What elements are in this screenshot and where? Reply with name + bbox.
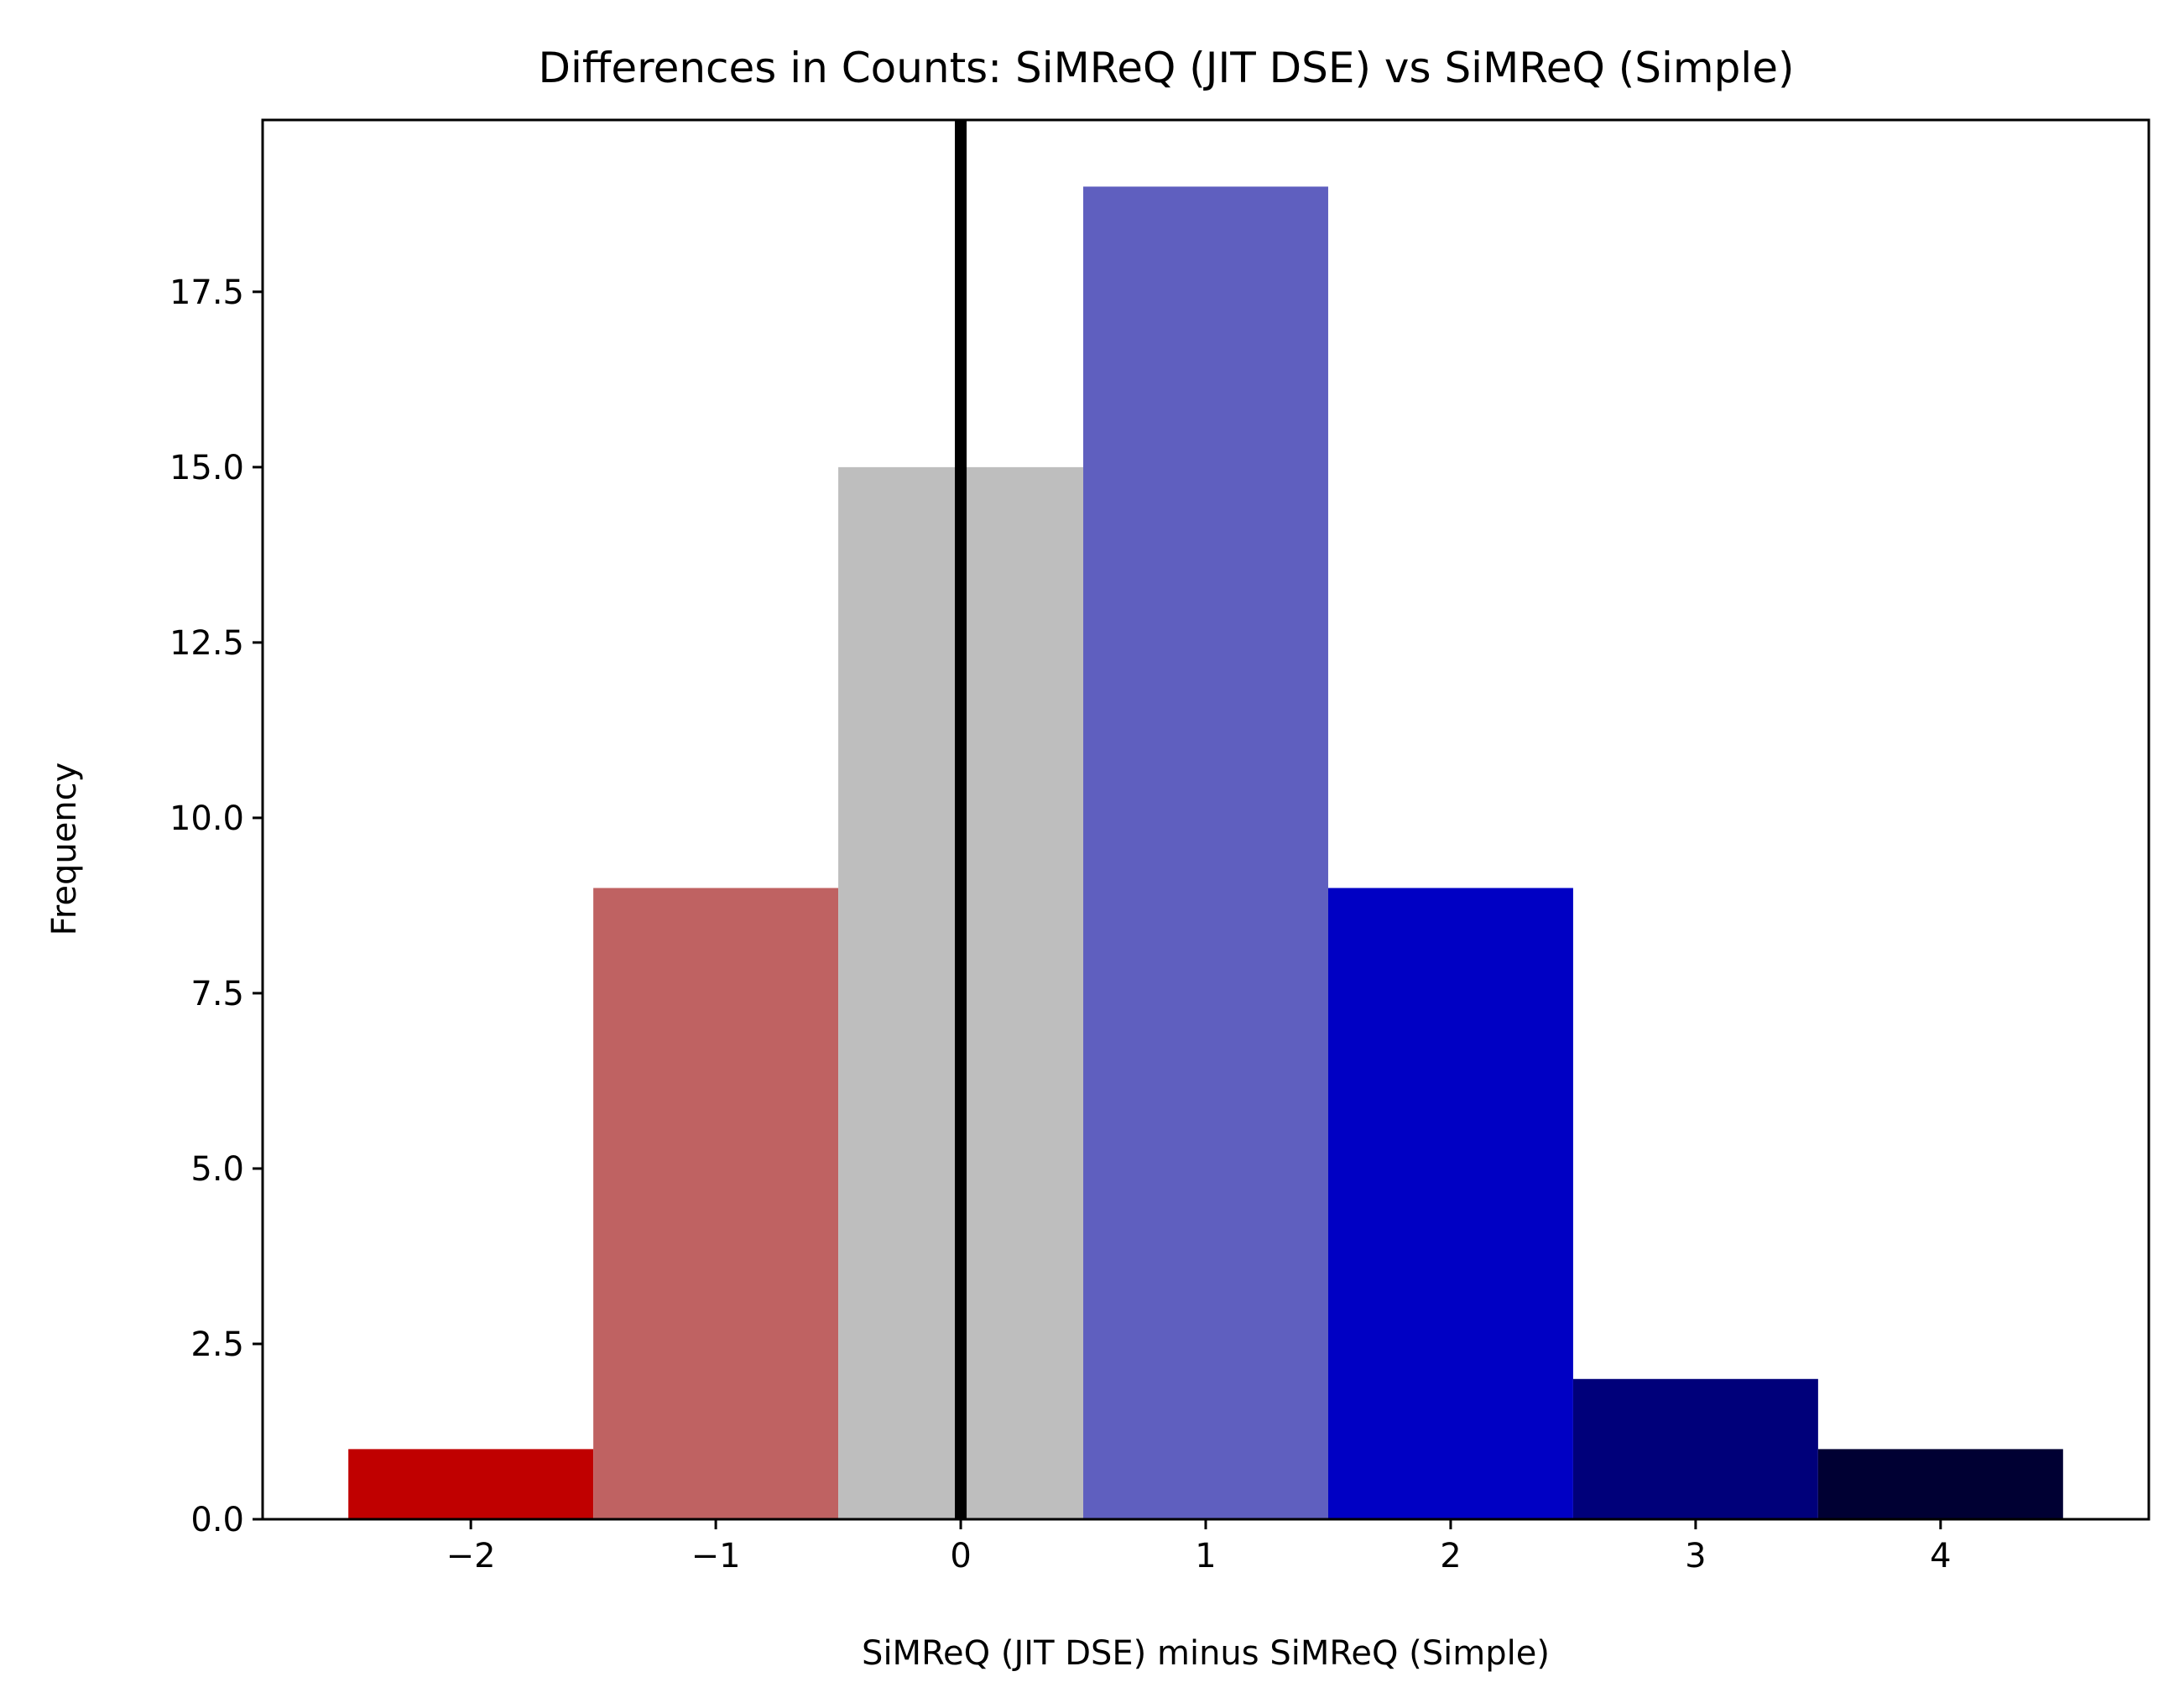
y-tick-label: 17.5 <box>169 273 244 312</box>
y-tick-label: 10.0 <box>169 799 244 838</box>
y-axis-label: Frequency <box>45 763 84 936</box>
x-axis-label: SiMReQ (JIT DSE) minus SiMReQ (Simple) <box>862 1634 1550 1673</box>
y-axis-ticks: 0.0 2.5 5.0 7.5 10.0 12.5 15.0 17.5 <box>169 273 263 1539</box>
y-tick-label: 2.5 <box>190 1325 244 1364</box>
x-tick-label: 2 <box>1440 1537 1461 1575</box>
y-tick-label: 5.0 <box>190 1150 244 1189</box>
bar-0 <box>348 1449 594 1519</box>
bar-1 <box>593 888 839 1519</box>
x-tick-label: 1 <box>1195 1537 1216 1575</box>
x-tick-label: 4 <box>1930 1537 1951 1575</box>
x-tick-label: −1 <box>691 1537 741 1575</box>
bars-group <box>348 186 2063 1519</box>
bar-4 <box>1327 888 1573 1519</box>
y-tick-label: 7.5 <box>190 975 244 1013</box>
bar-5 <box>1572 1378 1818 1519</box>
x-tick-label: 0 <box>950 1537 971 1575</box>
chart-title: Differences in Counts: SiMReQ (JIT DSE) … <box>539 44 1795 92</box>
bar-3 <box>1083 186 1328 1519</box>
y-tick-label: 15.0 <box>169 449 244 487</box>
y-tick-label: 0.0 <box>190 1501 244 1539</box>
y-tick-label: 12.5 <box>169 624 244 663</box>
x-tick-label: 3 <box>1685 1537 1706 1575</box>
x-tick-label: −2 <box>446 1537 496 1575</box>
bar-6 <box>1817 1449 2063 1519</box>
x-axis-ticks: −2 −1 0 1 2 3 4 <box>446 1519 1952 1575</box>
